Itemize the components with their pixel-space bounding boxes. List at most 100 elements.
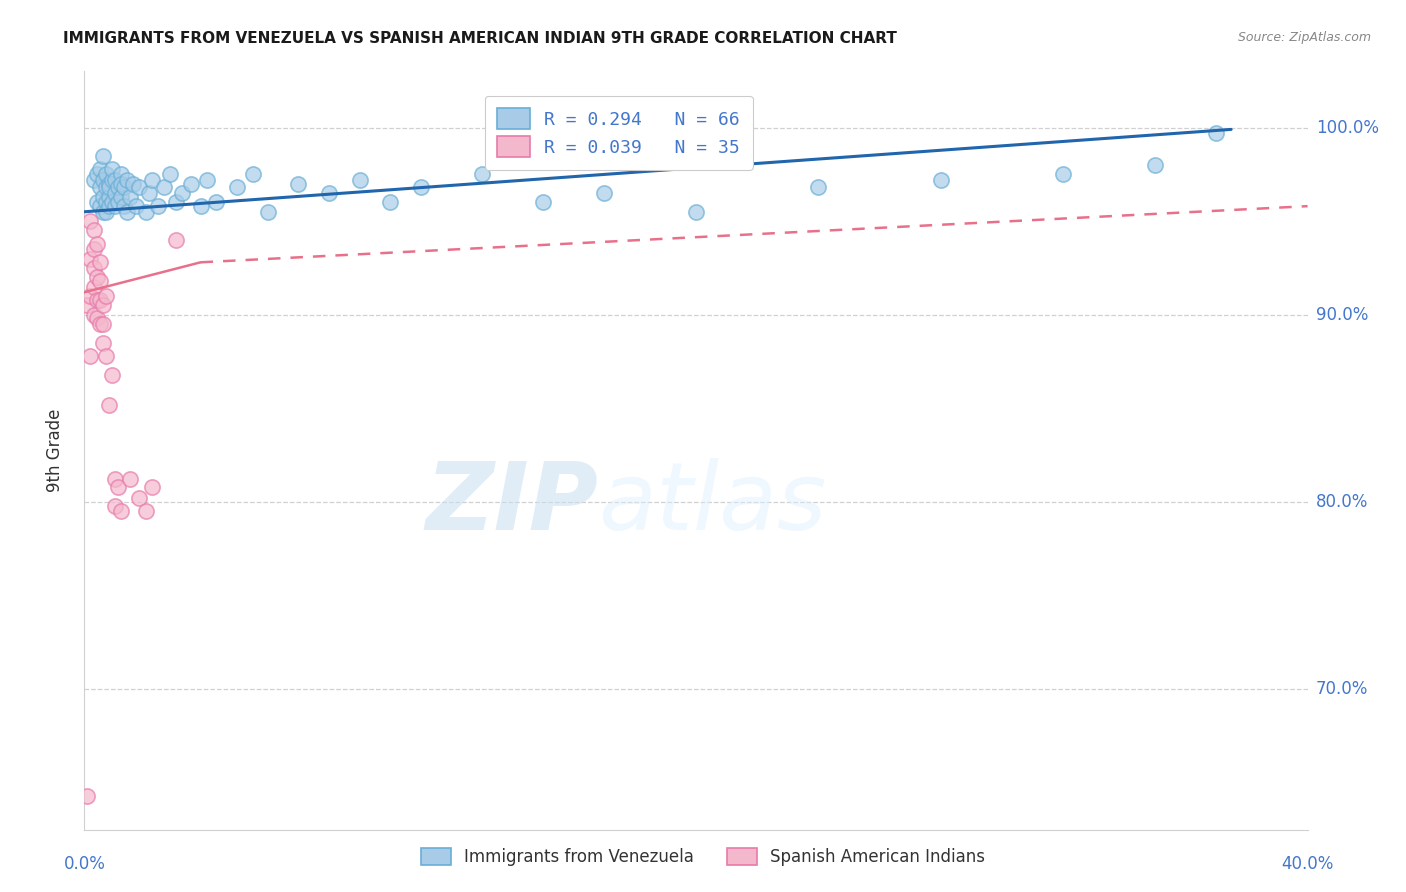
Point	[172, 186, 194, 200]
Point	[86, 236, 108, 251]
Point	[94, 289, 117, 303]
Point	[112, 199, 135, 213]
Point	[89, 161, 111, 176]
Point	[115, 173, 138, 187]
Point	[91, 317, 114, 331]
Point	[101, 173, 124, 187]
Point	[83, 279, 105, 293]
Point	[685, 204, 707, 219]
Point	[287, 177, 309, 191]
Text: 70.0%: 70.0%	[1316, 681, 1368, 698]
Point	[79, 349, 101, 363]
Point	[83, 223, 105, 237]
Point	[83, 308, 105, 322]
Point	[83, 260, 105, 275]
Point	[1143, 158, 1166, 172]
Point	[125, 199, 148, 213]
Point	[115, 204, 138, 219]
Point	[1205, 126, 1227, 140]
Point	[83, 173, 105, 187]
Point	[380, 195, 402, 210]
Point	[1052, 167, 1074, 181]
Point	[89, 255, 111, 269]
Point	[807, 180, 830, 194]
Point	[135, 504, 157, 518]
Point	[89, 293, 111, 307]
Point	[120, 473, 142, 487]
Point	[89, 199, 111, 213]
Point	[104, 199, 127, 213]
Point	[91, 298, 114, 312]
Point	[83, 242, 105, 256]
Point	[226, 180, 249, 194]
Point	[110, 190, 132, 204]
Point	[94, 349, 117, 363]
Point	[91, 190, 114, 204]
Point	[112, 180, 135, 194]
Point	[89, 180, 111, 194]
Point	[107, 195, 129, 210]
Point	[159, 167, 181, 181]
Point	[86, 270, 108, 285]
Point	[97, 199, 120, 213]
Point	[318, 186, 340, 200]
Point	[94, 167, 117, 181]
Point	[593, 186, 616, 200]
Point	[409, 180, 432, 194]
Point	[128, 491, 150, 506]
Point	[104, 499, 127, 513]
Point	[94, 195, 117, 210]
Point	[89, 274, 111, 288]
Point	[110, 177, 132, 191]
Text: 100.0%: 100.0%	[1316, 119, 1379, 136]
Point	[91, 335, 114, 350]
Point	[76, 298, 98, 312]
Point	[76, 789, 98, 803]
Text: 90.0%: 90.0%	[1316, 306, 1368, 324]
Point	[141, 173, 163, 187]
Point	[104, 473, 127, 487]
Point	[205, 195, 228, 210]
Text: atlas: atlas	[598, 458, 827, 549]
Point	[122, 177, 145, 191]
Point	[101, 368, 124, 382]
Text: 40.0%: 40.0%	[1281, 855, 1334, 872]
Point	[107, 480, 129, 494]
Point	[101, 195, 124, 210]
Text: IMMIGRANTS FROM VENEZUELA VS SPANISH AMERICAN INDIAN 9TH GRADE CORRELATION CHART: IMMIGRANTS FROM VENEZUELA VS SPANISH AME…	[63, 31, 897, 46]
Point	[86, 167, 108, 181]
Point	[146, 199, 169, 213]
Point	[94, 180, 117, 194]
Point	[929, 173, 952, 187]
Point	[104, 186, 127, 200]
Point	[165, 233, 187, 247]
Point	[107, 180, 129, 194]
Point	[91, 204, 114, 219]
Point	[86, 293, 108, 307]
Point	[86, 195, 108, 210]
Text: ZIP: ZIP	[425, 458, 598, 549]
Y-axis label: 9th Grade: 9th Grade	[45, 409, 63, 492]
Point	[141, 480, 163, 494]
Point	[190, 199, 212, 213]
Point	[97, 398, 120, 412]
Point	[471, 167, 494, 181]
Point	[257, 204, 280, 219]
Point	[94, 204, 117, 219]
Point	[165, 195, 187, 210]
Point	[138, 186, 160, 200]
Point	[86, 311, 108, 326]
Point	[91, 173, 114, 187]
Point	[89, 317, 111, 331]
Point	[120, 190, 142, 204]
Point	[110, 504, 132, 518]
Point	[153, 180, 176, 194]
Text: 0.0%: 0.0%	[63, 855, 105, 872]
Point	[91, 148, 114, 162]
Text: 80.0%: 80.0%	[1316, 493, 1368, 511]
Point	[97, 180, 120, 194]
Legend: Immigrants from Venezuela, Spanish American Indians: Immigrants from Venezuela, Spanish Ameri…	[412, 840, 994, 875]
Point	[135, 204, 157, 219]
Point	[79, 252, 101, 266]
Legend: R = 0.294   N = 66, R = 0.039   N = 35: R = 0.294 N = 66, R = 0.039 N = 35	[485, 95, 752, 169]
